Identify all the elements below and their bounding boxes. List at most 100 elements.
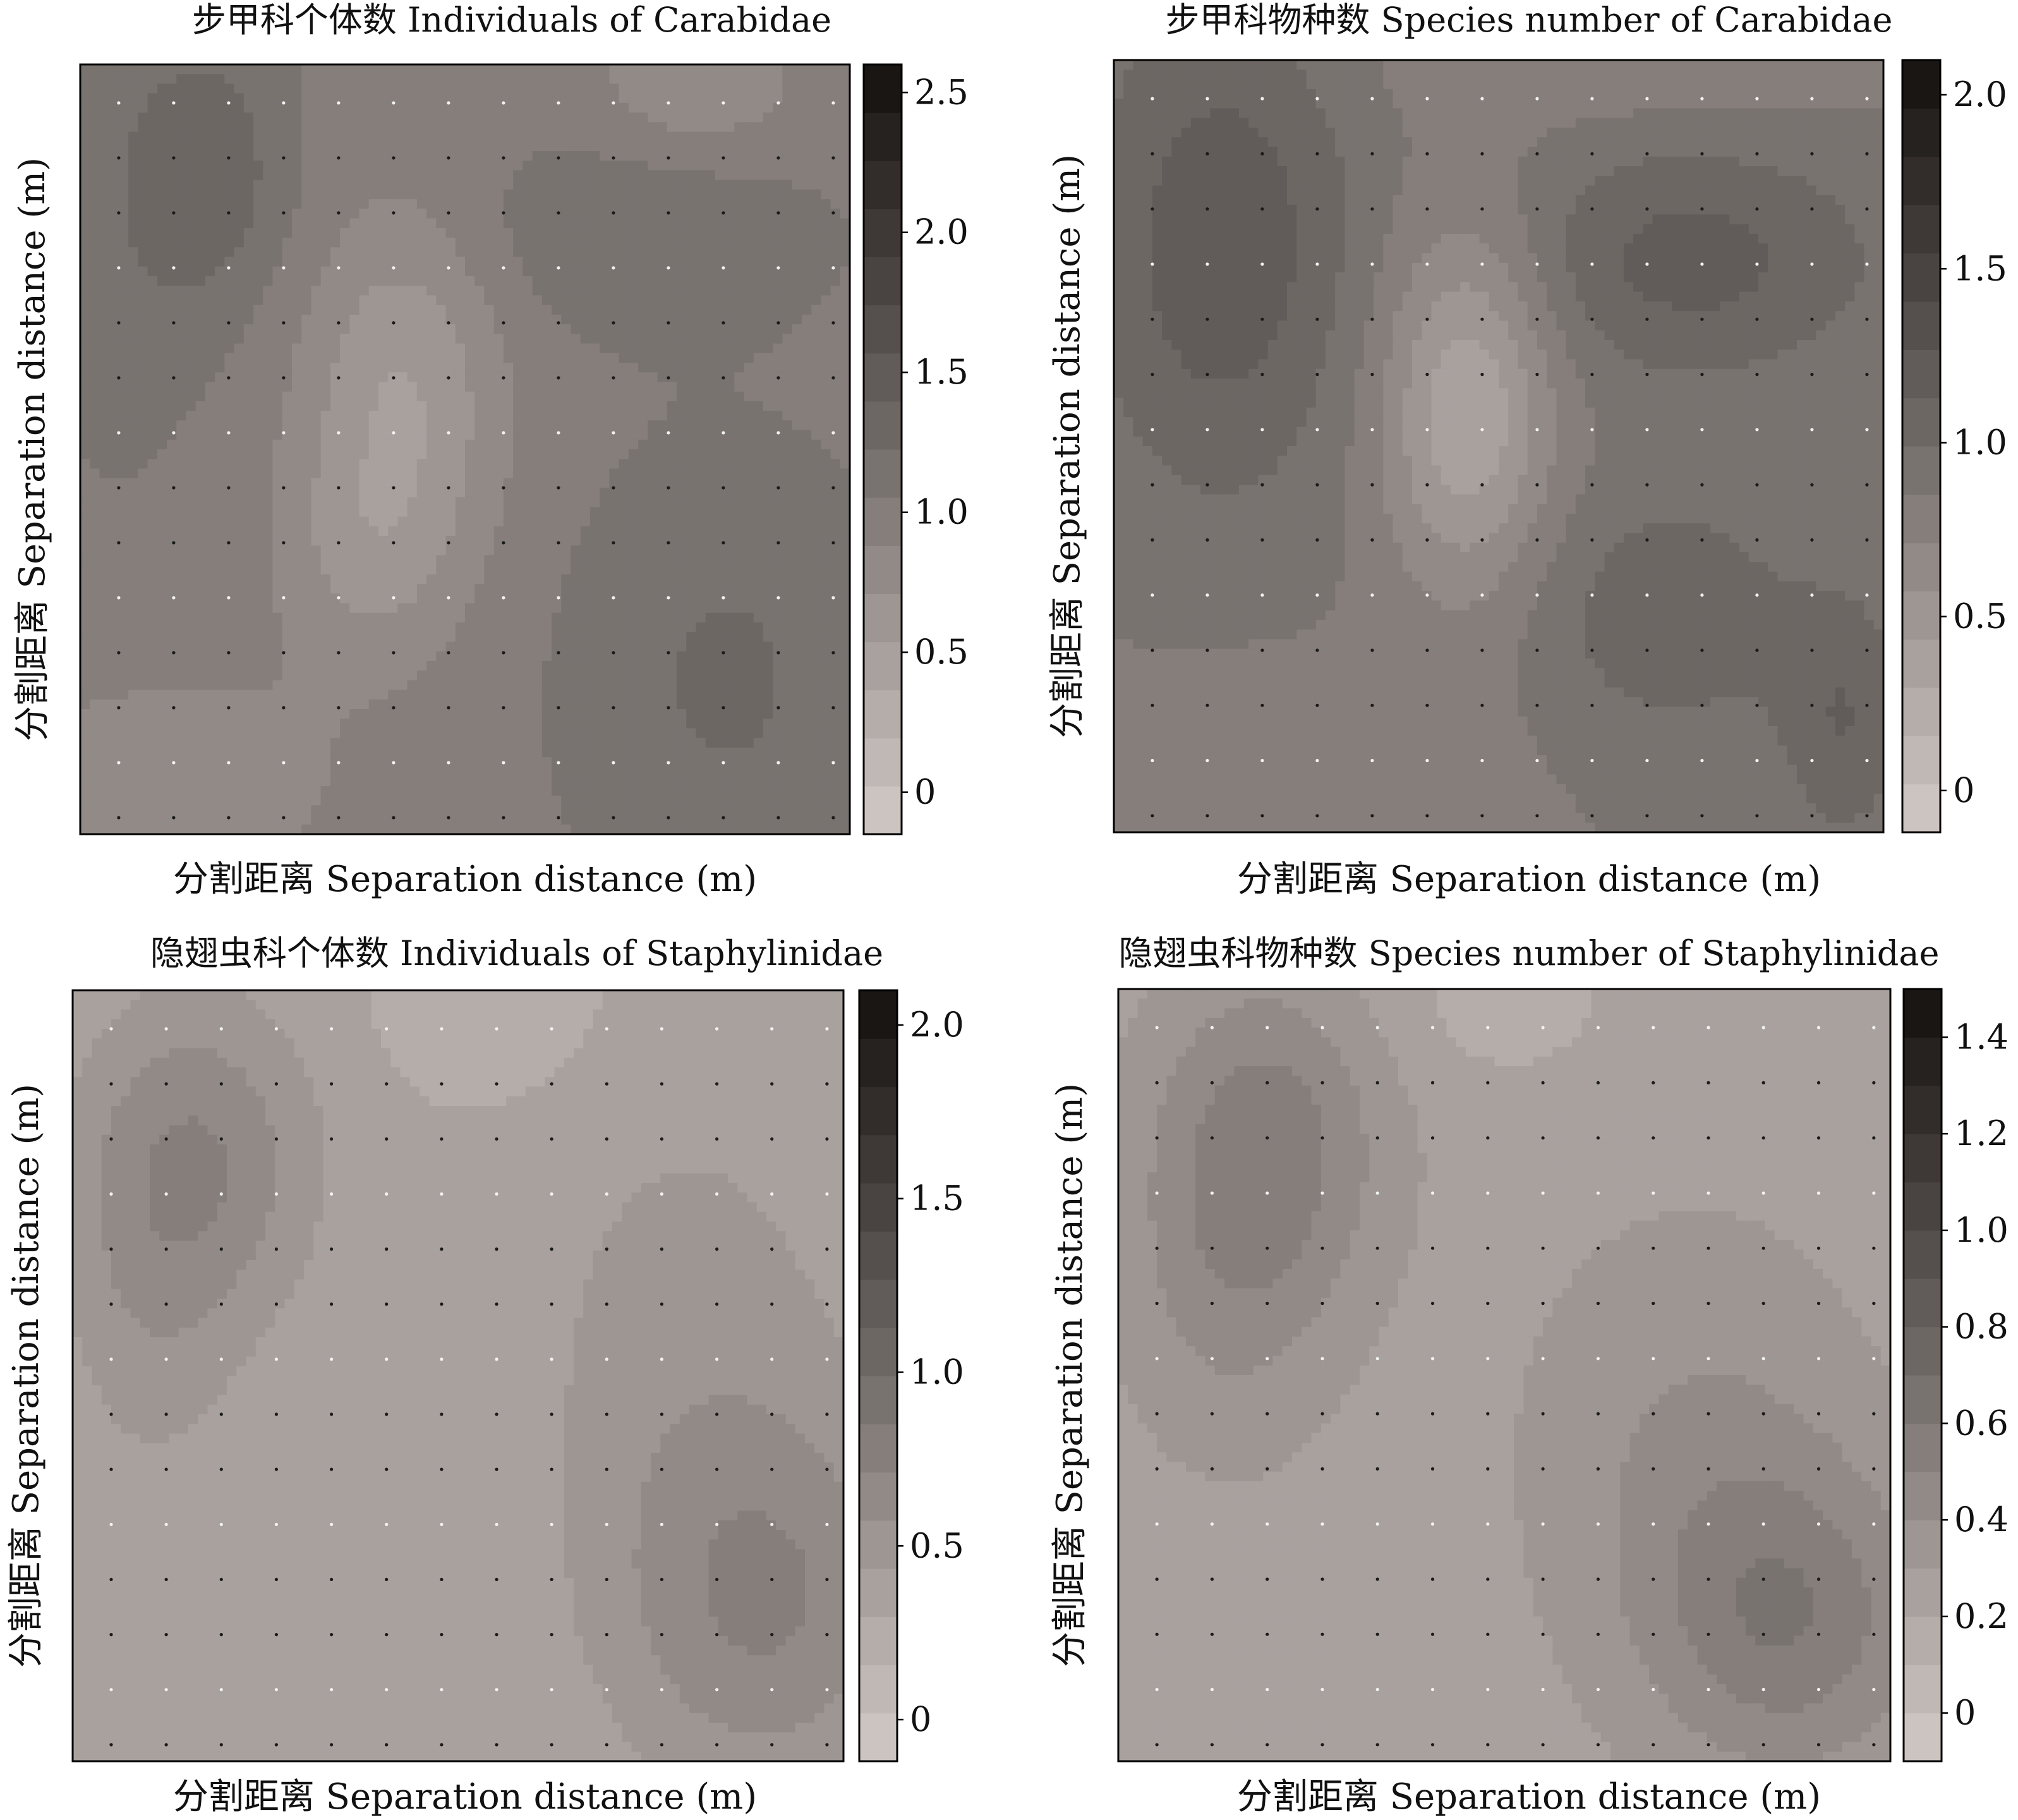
contour-cell [388, 430, 399, 440]
contour-cell [638, 372, 648, 383]
contour-cell [580, 420, 591, 431]
contour-cell [657, 238, 668, 248]
contour-cell [186, 238, 196, 248]
contour-cell [657, 497, 668, 507]
contour-cell [80, 584, 90, 594]
contour-cell [532, 305, 543, 315]
contour-cell [811, 468, 821, 479]
contour-cell [80, 612, 90, 623]
contour-cell [291, 218, 302, 229]
contour-cell [561, 478, 572, 488]
contour-cell [532, 401, 543, 411]
contour-cell [609, 334, 620, 344]
contour-cell [109, 372, 119, 383]
contour-cell [147, 507, 158, 518]
contour-cell [619, 651, 629, 662]
contour-cell [705, 641, 716, 652]
contour-cell [291, 334, 302, 344]
contour-cell [696, 603, 706, 614]
contour-cell [243, 218, 254, 229]
contour-cell [215, 468, 225, 479]
contour-cell [195, 382, 206, 392]
contour-cell [90, 141, 100, 152]
contour-cell [128, 247, 138, 258]
contour-cell [109, 507, 119, 518]
contour-cell [359, 487, 370, 498]
contour-cell [811, 141, 821, 152]
contour-cell [705, 238, 716, 248]
contour-cell [600, 131, 610, 142]
contour-cell [340, 83, 350, 94]
contour-cell [234, 478, 245, 488]
contour-cell [840, 526, 850, 537]
contour-cell [378, 141, 389, 152]
contour-cell [782, 199, 793, 209]
contour-cell [589, 545, 600, 556]
contour-cell [503, 584, 514, 594]
contour-cell [368, 74, 379, 85]
contour-cell [215, 305, 225, 315]
contour-cell [445, 170, 456, 181]
contour-cell [330, 122, 341, 133]
contour-cell [725, 459, 735, 470]
contour-cell [224, 334, 235, 344]
contour-cell [830, 497, 841, 507]
contour-cell [561, 391, 572, 402]
contour-cell [426, 305, 437, 315]
contour-cell [763, 179, 773, 190]
contour-cell [619, 112, 629, 123]
contour-cell [455, 632, 466, 643]
contour-cell [378, 199, 389, 209]
contour-cell [407, 362, 418, 373]
contour-cell [388, 170, 399, 181]
contour-cell [792, 497, 802, 507]
contour-cell [349, 632, 360, 643]
contour-cell [368, 660, 379, 671]
contour-cell [792, 218, 802, 229]
contour-cell [436, 555, 447, 566]
contour-cell [782, 334, 793, 344]
contour-cell [311, 574, 322, 585]
contour-cell [571, 276, 581, 286]
contour-cell [243, 295, 254, 306]
contour-cell [792, 526, 802, 537]
contour-cell [109, 420, 119, 431]
contour-cell [436, 102, 447, 113]
contour-cell [648, 612, 658, 623]
contour-cell [801, 334, 812, 344]
contour-cell [628, 189, 639, 200]
contour-cell [571, 324, 581, 334]
contour-cell [773, 641, 783, 652]
contour-cell [195, 391, 206, 402]
contour-cell [253, 83, 263, 94]
contour-cell [657, 401, 668, 411]
contour-cell [792, 131, 802, 142]
contour-cell [195, 420, 206, 431]
contour-cell [715, 189, 725, 200]
contour-cell [99, 362, 110, 373]
contour-cell [503, 593, 514, 604]
contour-cell [90, 526, 100, 537]
contour-cell [552, 459, 562, 470]
contour-cell [589, 314, 600, 325]
contour-cell [407, 343, 418, 354]
contour-cell [600, 343, 610, 354]
contour-cell [263, 286, 274, 296]
contour-cell [580, 574, 591, 585]
contour-cell [301, 603, 311, 614]
contour-cell [493, 603, 504, 614]
contour-cell [359, 660, 370, 671]
contour-cell [426, 102, 437, 113]
contour-cell [589, 286, 600, 296]
contour-cell [157, 102, 167, 113]
contour-cell [821, 372, 831, 383]
contour-cell [263, 632, 274, 643]
contour-cell [628, 247, 639, 258]
contour-cell [291, 343, 302, 354]
contour-cell [157, 247, 167, 258]
contour-cell [474, 411, 485, 421]
contour-cell [147, 632, 158, 643]
contour-cell [330, 286, 341, 296]
contour-cell [407, 238, 418, 248]
contour-cell [340, 641, 350, 652]
